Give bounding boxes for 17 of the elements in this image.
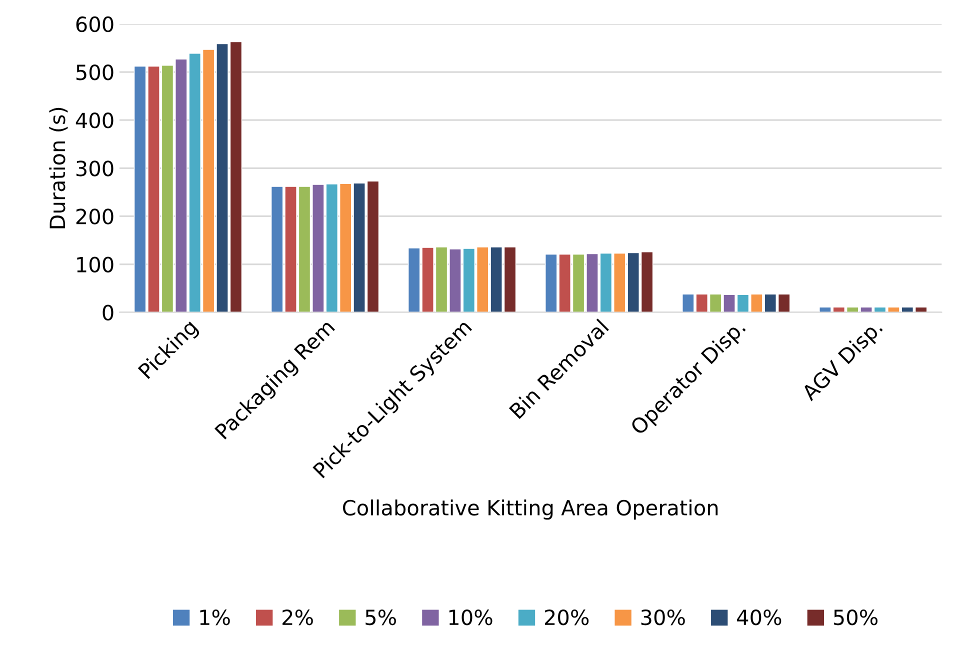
legend-label: 5% <box>366 609 396 626</box>
y-tick-label: 400 <box>76 112 114 128</box>
legend-label: 10% <box>449 609 492 626</box>
legend-label: 1% <box>200 609 230 626</box>
y-tick-label: 300 <box>76 160 114 176</box>
y-tick-label: 0 <box>102 304 114 321</box>
y-tick-label: 600 <box>76 16 114 32</box>
legend-label: 30% <box>641 609 685 626</box>
x-axis-title: Collaborative Kitting Area Operation <box>342 499 718 520</box>
y-axis-title: Duration (s) <box>49 108 68 228</box>
legend-label: 50% <box>834 609 878 626</box>
legend-label: 40% <box>737 609 782 626</box>
y-tick-label: 200 <box>76 208 114 224</box>
y-tick-label: 500 <box>76 64 114 80</box>
legend-label: 20% <box>544 609 589 626</box>
y-tick-label: 100 <box>77 256 114 272</box>
legend-label: 2% <box>282 609 313 626</box>
